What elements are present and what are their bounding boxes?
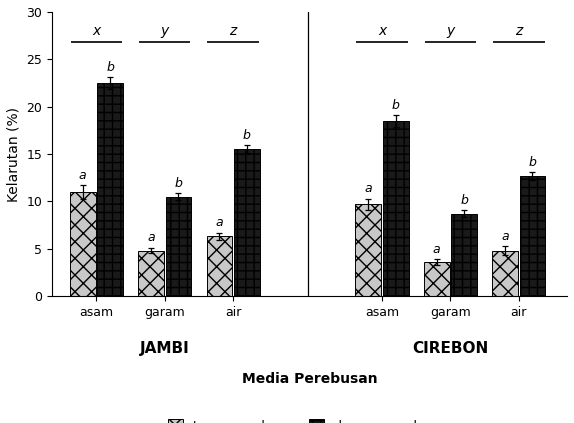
Text: b: b [460,194,468,206]
Text: x: x [378,24,386,38]
Text: a: a [433,243,440,256]
Text: x: x [92,24,100,38]
Text: a: a [216,216,223,229]
Text: a: a [148,231,155,244]
Bar [383,121,409,296]
Text: a: a [364,182,372,195]
Text: b: b [391,99,400,112]
Text: y: y [446,24,455,38]
Legend: tanpa perebusan, dengan perebusan: tanpa perebusan, dengan perebusan [163,415,456,423]
Bar [138,251,164,296]
Text: a: a [79,169,87,182]
Bar [97,83,123,296]
Bar [424,262,449,296]
Text: CIREBON: CIREBON [412,341,488,356]
Bar [70,192,95,296]
Bar [165,197,191,296]
Bar [492,251,518,296]
Bar [234,149,259,296]
Text: JAMBI: JAMBI [140,341,189,356]
Bar [207,236,232,296]
Text: y: y [161,24,169,38]
Text: a: a [501,230,509,242]
Text: z: z [515,24,522,38]
Text: b: b [174,176,183,190]
Y-axis label: Kelarutan (%): Kelarutan (%) [7,107,21,201]
Text: z: z [230,24,236,38]
Bar [451,214,477,296]
Text: b: b [529,156,536,169]
Text: b: b [106,61,114,74]
Bar [519,176,545,296]
X-axis label: Media Perebusan: Media Perebusan [242,371,377,386]
Text: b: b [243,129,251,142]
Bar [355,204,381,296]
